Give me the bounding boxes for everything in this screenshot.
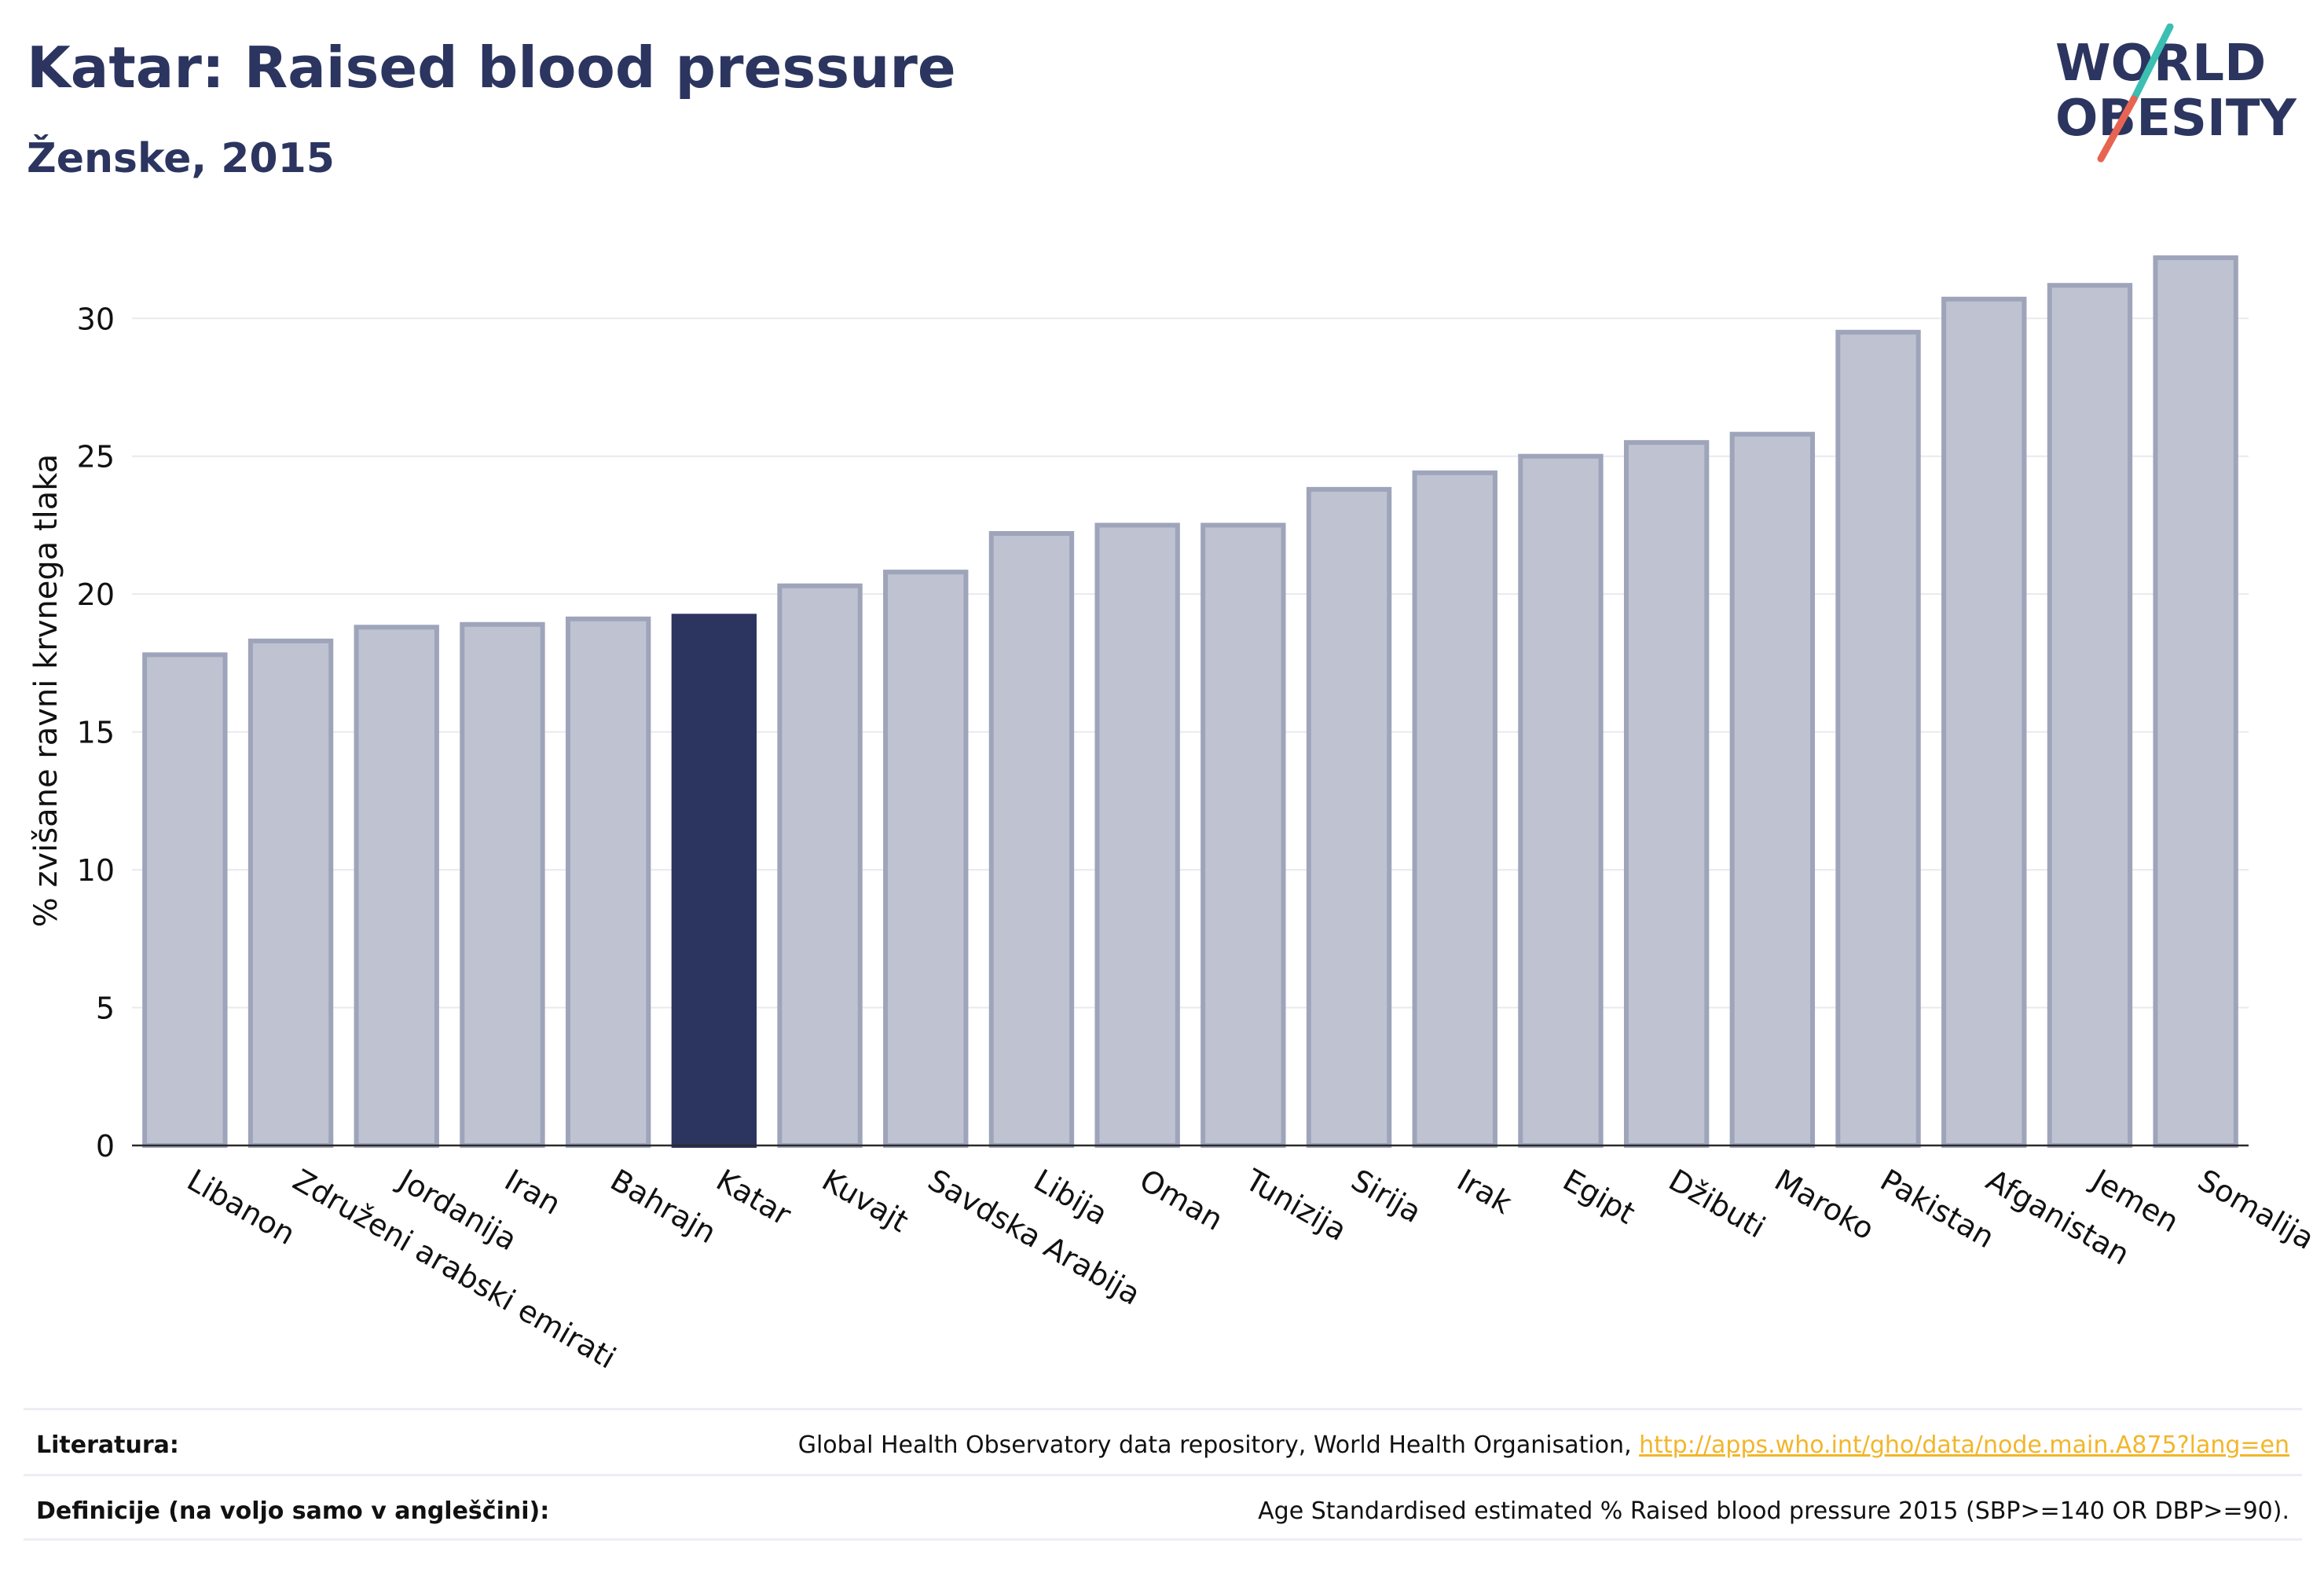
definitions-value: Age Standardised estimated % Raised bloo… — [1258, 1497, 2289, 1525]
bar-združeni-arabski-emirati — [247, 638, 334, 1148]
footer-divider-top — [24, 1408, 2302, 1410]
x-tick-label: Bahrajn — [605, 1163, 722, 1251]
y-tick-label: 25 — [77, 440, 115, 475]
bars — [142, 255, 2238, 1148]
bar-kuvajt — [777, 583, 863, 1148]
bar-bahrajn — [565, 616, 651, 1148]
x-tick-label: Iran — [499, 1163, 566, 1222]
bar-tunizija — [1200, 522, 1286, 1148]
y-axis-label: % zvišane ravni krvnega tlaka — [28, 454, 64, 927]
y-tick-labels: 0 5 10 15 20 25 30 — [77, 302, 115, 1164]
y-tick-label: 10 — [77, 853, 115, 888]
sources-label: Literatura: — [36, 1431, 179, 1459]
x-tick-label: Maroko — [1769, 1163, 1880, 1247]
bar-džibuti — [1623, 440, 1710, 1148]
x-tick-label: Kuvajt — [816, 1163, 914, 1239]
x-tick-label: Libanon — [181, 1163, 301, 1252]
footer-divider-bottom — [24, 1538, 2302, 1541]
sources-link[interactable]: http://apps.who.int/gho/data/node.main.A… — [1639, 1431, 2289, 1459]
grid-lines — [132, 317, 2249, 1009]
x-tick-label: Tunizija — [1239, 1162, 1353, 1248]
y-tick-label: 0 — [96, 1129, 115, 1164]
sources-text: Global Health Observatory data repositor… — [797, 1431, 1640, 1459]
y-tick-label: 15 — [77, 716, 115, 750]
bar-iran — [460, 621, 545, 1148]
x-tick-label: Somalija — [2192, 1163, 2320, 1256]
chart-subtitle: Ženske, 2015 — [27, 135, 335, 182]
x-tick-label: Irak — [1451, 1163, 1517, 1221]
bar-irak — [1412, 470, 1497, 1148]
y-tick-label: 5 — [96, 991, 115, 1026]
x-tick-label: Džibuti — [1663, 1163, 1772, 1245]
logo-slash-teal — [2130, 24, 2174, 103]
world-obesity-logo: WORLD OBESITY — [2055, 24, 2297, 163]
y-tick-label: 20 — [77, 577, 115, 612]
x-tick-label: Sirija — [1346, 1163, 1428, 1230]
x-tick-label: Pakistan — [1875, 1163, 2000, 1255]
bar-somalija — [2153, 255, 2238, 1148]
definitions-label: Definicije (na voljo samo v angleščini): — [36, 1497, 550, 1525]
sources-value: Global Health Observatory data repositor… — [798, 1431, 2289, 1459]
bar-katar — [671, 614, 757, 1148]
bar-libija — [988, 530, 1075, 1148]
chart-title: Katar: Raised blood pressure — [27, 35, 956, 101]
bar-sirija — [1306, 486, 1392, 1148]
bar-jordanija — [354, 625, 439, 1148]
bar-oman — [1094, 522, 1180, 1148]
bar-jemen — [2047, 283, 2133, 1148]
footer-divider-middle — [24, 1474, 2302, 1476]
x-tick-label: Egipt — [1557, 1163, 1641, 1231]
y-tick-label: 30 — [77, 302, 115, 336]
bar-savdska-arabija — [883, 570, 969, 1148]
bar-maroko — [1729, 431, 1816, 1148]
logo-slash-red — [2097, 95, 2138, 163]
x-tick-label: Katar — [710, 1163, 797, 1233]
bar-pakistan — [1835, 329, 1921, 1148]
logo-word-obesity: OBESITY — [2055, 90, 2297, 148]
bar-egipt — [1518, 453, 1604, 1148]
bar-libanon — [142, 652, 228, 1148]
bar-afganistan — [1941, 296, 2027, 1148]
x-tick-label: Oman — [1134, 1163, 1229, 1237]
